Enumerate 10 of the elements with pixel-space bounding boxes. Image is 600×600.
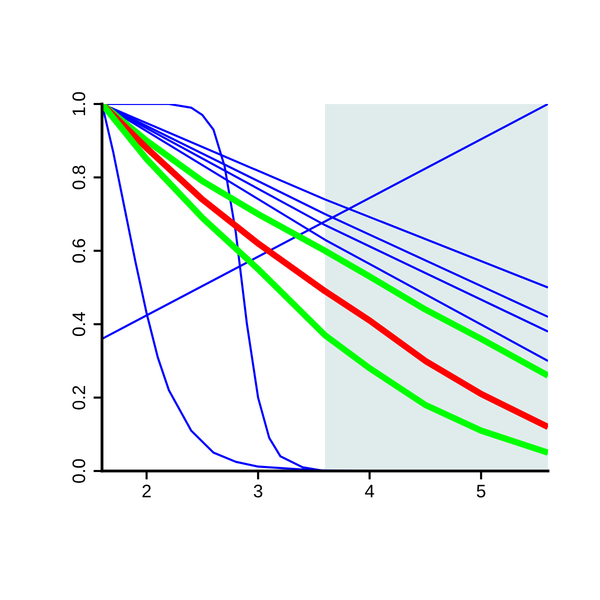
y-tick-label: 0.4 <box>72 312 86 336</box>
x-tick-label: 5 <box>476 484 486 498</box>
y-tick-label: 0.8 <box>72 166 86 190</box>
y-tick-label: 0.2 <box>72 386 86 410</box>
y-tick-label: 0.6 <box>72 239 86 263</box>
x-tick-label: 3 <box>254 484 262 498</box>
y-tick-label: 1.0 <box>72 92 86 116</box>
x-tick-label: 4 <box>364 484 374 498</box>
x-tick-label: 2 <box>142 484 151 498</box>
y-tick-label: 0.0 <box>72 459 86 483</box>
